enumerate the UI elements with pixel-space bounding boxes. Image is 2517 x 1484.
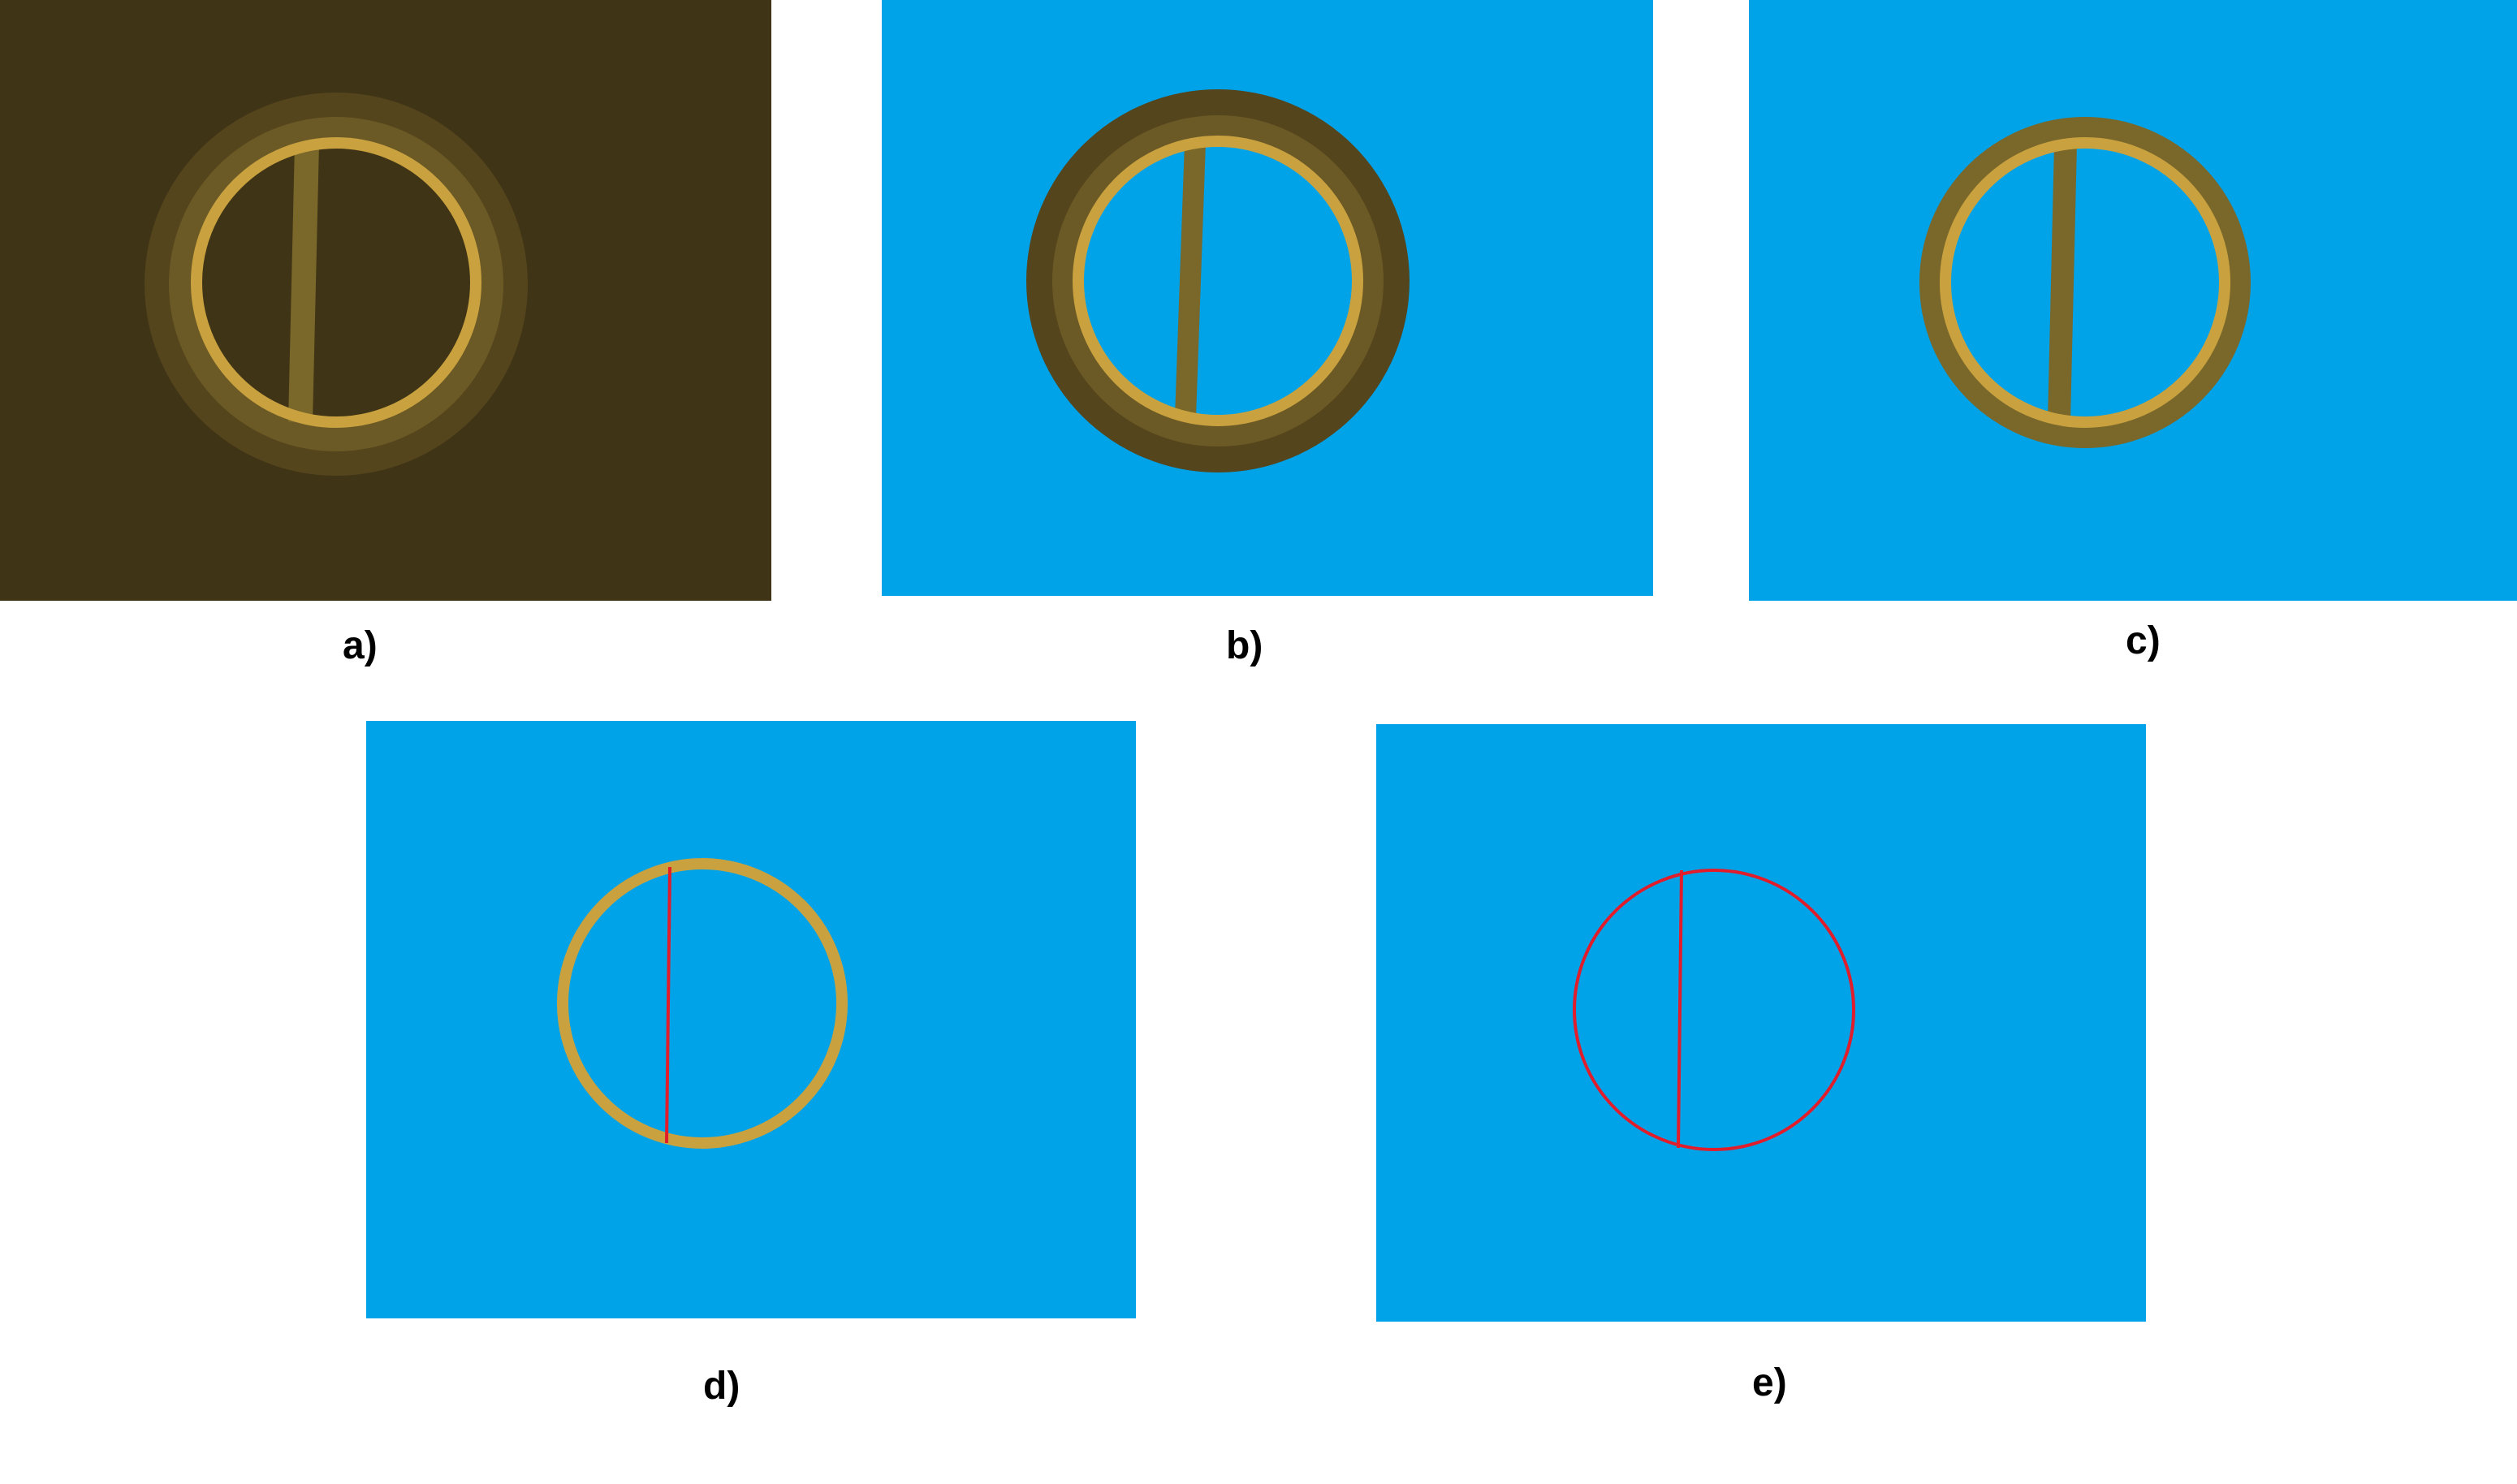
panel-b-vertical-bar <box>1175 142 1206 418</box>
panel-b-gold-ring <box>1073 136 1363 426</box>
panel-e-red-circle <box>1573 869 1855 1151</box>
panel-d-background <box>366 721 1136 1318</box>
panel-c-gold-ring <box>1940 137 2230 428</box>
panel-b-inner-disk <box>1080 143 1356 419</box>
caption-d: d) <box>703 1365 740 1408</box>
panel-a <box>0 0 771 601</box>
panel-b <box>882 0 1653 596</box>
panel-d-gold-ring <box>557 858 848 1149</box>
panel-e <box>1376 724 2146 1322</box>
panel-c-vertical-bar <box>2048 144 2077 421</box>
panel-a-inner-disk <box>198 146 474 422</box>
panel-e-red-line <box>1677 869 1683 1149</box>
caption-c: c) <box>2126 619 2161 662</box>
panel-a-vertical-bar <box>288 144 319 423</box>
panel-c <box>1749 0 2517 601</box>
panel-e-background <box>1376 724 2146 1322</box>
panel-c-inner-disk <box>1947 145 2223 421</box>
caption-a: a) <box>343 624 378 667</box>
panel-d-red-line <box>665 866 671 1144</box>
panel-d <box>366 721 1136 1318</box>
caption-b: b) <box>1226 624 1263 667</box>
caption-e: e) <box>1752 1361 1787 1404</box>
panel-a-gold-ring <box>191 137 481 428</box>
